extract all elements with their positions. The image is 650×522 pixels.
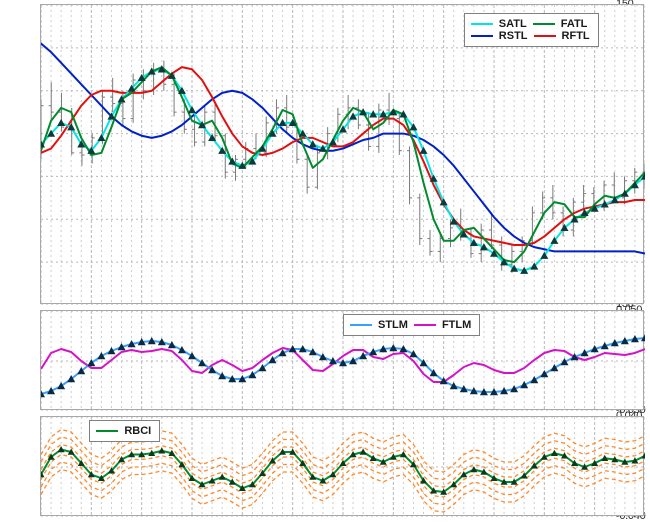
marker-stlm	[540, 370, 548, 377]
legend-swatch	[414, 324, 436, 326]
legend-swatch	[350, 324, 372, 326]
legend: STLM FTLM	[343, 314, 480, 336]
main-panel: SATL FATL RSTL RFTL	[40, 4, 644, 304]
marker-rbci	[642, 452, 646, 458]
marker-satl	[420, 147, 428, 154]
legend-label: STLM	[376, 319, 410, 331]
legend-label: RFTL	[560, 30, 592, 42]
legend-label: FATL	[559, 18, 590, 30]
marker-satl	[188, 106, 196, 113]
legend-label: RBCI	[122, 425, 153, 437]
legend-label: RSTL	[497, 30, 530, 42]
legend-swatch	[471, 23, 493, 25]
legend-swatch	[533, 23, 555, 25]
legend-label: FTLM	[440, 319, 473, 331]
bottom-panel: RBCI	[40, 416, 644, 516]
chart-container: 136138140142144146148150SATLFATLRSTLRFTL…	[0, 0, 650, 522]
marker-stlm	[188, 352, 196, 359]
marker-satl	[97, 134, 105, 141]
marker-stlm	[550, 364, 558, 371]
marker-satl	[57, 119, 65, 126]
legend: RBCI	[89, 420, 160, 442]
marker-stlm	[218, 372, 226, 379]
legend-label: SATL	[497, 18, 529, 30]
middle-panel: STLM FTLM	[40, 310, 644, 410]
marker-stlm	[530, 376, 538, 383]
legend-swatch	[96, 430, 118, 432]
marker-rbci	[219, 474, 226, 480]
legend: SATL FATL RSTL RFTL	[464, 13, 599, 47]
legend-swatch	[471, 35, 493, 37]
legend-swatch	[534, 35, 556, 37]
